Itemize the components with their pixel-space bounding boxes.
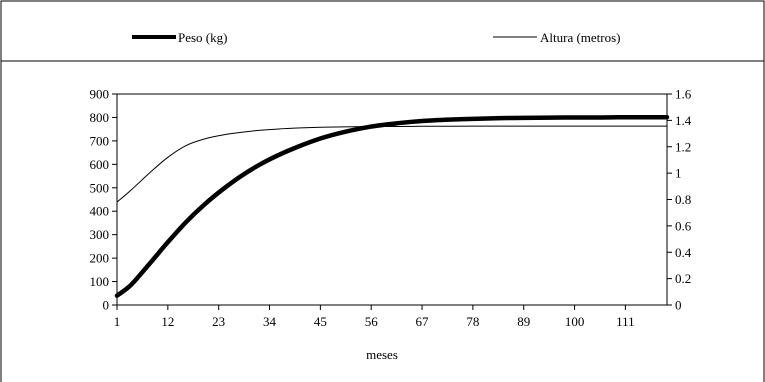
x-tick-label: 100	[565, 314, 585, 329]
x-tick-label: 1	[114, 314, 121, 329]
x-axis-title: meses	[366, 347, 398, 362]
x-tick-label: 12	[161, 314, 174, 329]
right-tick-label: 1.4	[675, 113, 692, 128]
left-tick-label: 300	[90, 227, 110, 242]
left-tick-label: 700	[90, 133, 110, 148]
series-layer	[114, 114, 670, 298]
left-tick-label: 0	[103, 298, 110, 313]
right-tick-label: 0.4	[675, 245, 692, 260]
left-tick-label: 600	[90, 157, 110, 172]
left-tick-label: 200	[90, 251, 110, 266]
left-tick-label: 900	[90, 87, 110, 102]
x-tick-label: 45	[314, 314, 327, 329]
x-tick-label: 111	[616, 314, 635, 329]
right-tick-label: 0.2	[675, 271, 691, 286]
right-tick-label: 1	[675, 166, 682, 181]
left-tick-label: 400	[90, 204, 110, 219]
x-tick-label: 78	[466, 314, 479, 329]
x-tick-label: 34	[263, 314, 277, 329]
right-tick-label: 0	[675, 298, 682, 313]
series-line-peso	[114, 114, 670, 298]
x-tick-label: 23	[212, 314, 225, 329]
left-tick-label: 100	[90, 274, 110, 289]
right-tick-label: 1.6	[675, 87, 692, 102]
right-tick-label: 1.2	[675, 139, 691, 154]
x-axis: 1 12 23 34 45 56 67 78 89 100 111	[114, 305, 635, 329]
x-tick-label: 56	[365, 314, 379, 329]
left-tick-label: 800	[90, 110, 110, 125]
right-tick-label: 0.8	[675, 192, 691, 207]
left-tick-label: 500	[90, 180, 110, 195]
legend-label-peso: Peso (kg)	[178, 30, 227, 45]
legend-label-altura: Altura (metros)	[540, 30, 621, 45]
legend: Peso (kg) Altura (metros)	[132, 30, 621, 45]
left-axis: 0 100 200 300 400 500 600 700 800 900	[90, 87, 117, 313]
right-tick-label: 0.6	[675, 218, 692, 233]
x-tick-label: 67	[416, 314, 430, 329]
series-line-altura	[116, 125, 668, 203]
x-tick-label: 89	[517, 314, 530, 329]
legend-frame	[0, 0, 765, 62]
right-axis: 0 0.2 0.4 0.6 0.8 1 1.2 1.4 1.6	[667, 87, 692, 313]
